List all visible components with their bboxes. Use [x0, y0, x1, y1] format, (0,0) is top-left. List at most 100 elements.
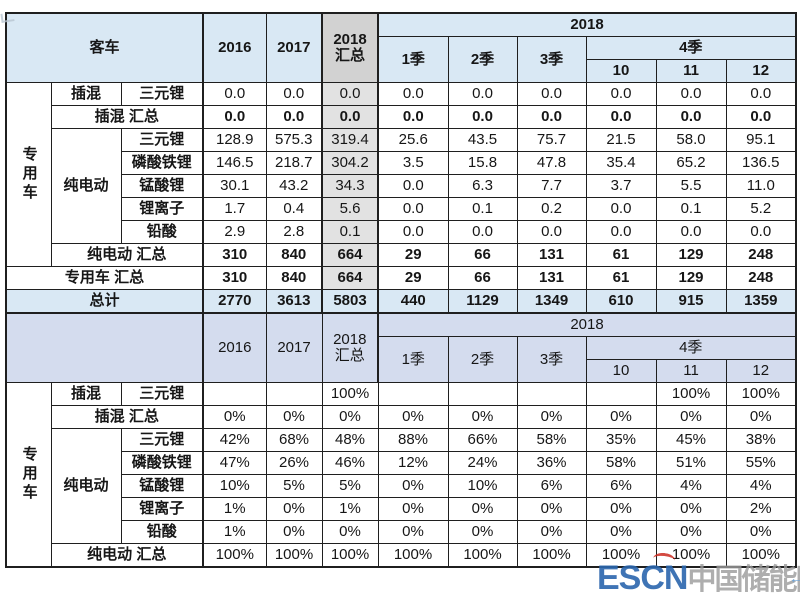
value-cell: 0.0 [516, 105, 587, 129]
battery-label: 三元锂 [120, 82, 205, 106]
value-cell: 61 [585, 266, 657, 290]
value-cell: 0% [377, 405, 449, 429]
value-cell: 0.0 [202, 105, 267, 129]
value-cell: 48% [321, 428, 379, 452]
value-cell: 1.7 [202, 197, 267, 221]
value-cell: 664 [321, 266, 380, 290]
group-label: 纯电动 [50, 428, 122, 544]
summary-label: 插混 汇总 [50, 105, 205, 129]
month-header: 12 [725, 359, 797, 383]
value-cell: 0% [516, 520, 587, 544]
value-cell [202, 382, 267, 406]
value-cell: 3.5 [377, 151, 449, 175]
value-cell: 0.0 [321, 82, 380, 106]
value-cell: 5803 [321, 289, 380, 314]
value-cell: 0.0 [725, 105, 797, 129]
value-cell: 0.0 [321, 105, 380, 129]
value-cell: 30.1 [202, 174, 267, 198]
value-cell: 100% [202, 543, 267, 568]
table-row: 锰酸锂 10% 5% 5% 0% 10% 6% 6% 4% 4% [6, 474, 797, 498]
month-header: 10 [585, 59, 657, 83]
value-cell: 38% [725, 428, 797, 452]
table-row: 锂离子 1.7 0.4 5.6 0.0 0.1 0.2 0.0 0.1 5.2 [6, 197, 797, 221]
value-cell: 5.6 [321, 197, 380, 221]
value-cell: 100% [655, 382, 727, 406]
value-cell: 131 [516, 243, 587, 267]
value-cell: 26% [265, 451, 323, 475]
table-row: 插混 汇总 0.0 0.0 0.0 0.0 0.0 0.0 0.0 0.0 0.0 [6, 105, 797, 129]
battery-label: 铅酸 [120, 520, 205, 544]
quarter-header: 2季 [447, 336, 518, 383]
value-cell: 0% [725, 405, 797, 429]
table-row: 纯电动 汇总 100% 100% 100% 100% 100% 100% 100% 100% 10… [6, 543, 797, 568]
value-cell: 75.7 [516, 128, 587, 152]
value-cell: 4% [725, 474, 797, 498]
table-row: 客车 2016 2017 2018 汇总 2018 [5, 12, 797, 83]
battery-label: 三元锂 [120, 428, 205, 452]
summary-label: 纯电动 汇总 [50, 243, 205, 267]
year-2017-header: 2017 [265, 312, 323, 383]
value-cell: 47% [202, 451, 267, 475]
value-cell: 0.0 [202, 82, 267, 106]
value-cell: 0% [447, 405, 518, 429]
value-cell: 47.8 [516, 151, 587, 175]
value-cell: 0% [265, 520, 323, 544]
summary-label: 纯电动 汇总 [50, 543, 205, 568]
table-row: 专用车 插混 三元锂 100% 100% 100% [5, 382, 797, 568]
value-cell: 100% [516, 543, 587, 568]
table-row: 铅酸 1% 0% 0% 0% 0% 0% 0% 0% 0% [6, 520, 797, 544]
value-cell: 2.8 [265, 220, 323, 244]
month-header: 11 [655, 359, 727, 383]
battery-label: 锰酸锂 [120, 174, 205, 198]
watermark-site-name: 中国储能网 [687, 564, 800, 596]
value-cell: 0.0 [725, 82, 797, 106]
value-cell: 5% [321, 474, 379, 498]
value-cell: 6% [585, 474, 657, 498]
value-cell: 0% [655, 497, 727, 521]
value-cell: 575.3 [265, 128, 323, 152]
value-cell: 11.0 [725, 174, 797, 198]
value-cell [516, 382, 587, 406]
value-cell: 45% [655, 428, 727, 452]
value-cell: 100% [585, 543, 657, 568]
value-cell: 0.0 [377, 197, 449, 221]
value-cell: 1% [202, 520, 267, 544]
month-header: 10 [585, 359, 657, 383]
value-cell: 100% [377, 543, 449, 568]
value-cell: 0% [265, 497, 323, 521]
value-cell: 136.5 [725, 151, 797, 175]
value-cell: 915 [655, 289, 727, 314]
value-cell: 68% [265, 428, 323, 452]
value-cell: 2770 [202, 289, 267, 314]
year-2017-header: 2017 [265, 12, 323, 83]
value-cell: 310 [202, 266, 267, 290]
value-cell: 0.1 [321, 220, 380, 244]
value-cell: 0.0 [585, 220, 657, 244]
value-cell: 131 [516, 266, 587, 290]
battery-label: 三元锂 [120, 128, 205, 152]
value-cell: 43.5 [447, 128, 518, 152]
value-cell: 218.7 [265, 151, 323, 175]
table-row: 2016 2017 2018 汇总 2018 [5, 312, 797, 383]
value-cell: 5.2 [725, 197, 797, 221]
value-cell: 1349 [516, 289, 587, 314]
value-cell: 100% [321, 543, 379, 568]
value-cell: 840 [265, 243, 323, 267]
value-cell: 0.2 [516, 197, 587, 221]
value-cell: 25.6 [377, 128, 449, 152]
value-cell: 0% [516, 405, 587, 429]
value-cell: 5.5 [655, 174, 727, 198]
table-row: 纯电动 三元锂 42% 68% 48% 88% 66% 58% 35% 45% 38% [6, 428, 797, 544]
value-cell: 24% [447, 451, 518, 475]
table-row: 铅酸 2.9 2.8 0.1 0.0 0.0 0.0 0.0 0.0 0.0 [6, 220, 797, 244]
value-cell: 43.2 [265, 174, 323, 198]
value-cell: 0.0 [265, 105, 323, 129]
value-cell: 0% [321, 520, 379, 544]
value-cell: 0.0 [585, 197, 657, 221]
value-cell: 6% [516, 474, 587, 498]
year-2018-header: 2018 [377, 12, 797, 37]
table-row: 插混 汇总 0% 0% 0% 0% 0% 0% 0% 0% 0% [6, 405, 797, 429]
value-cell: 248 [725, 243, 797, 267]
battery-label: 磷酸铁锂 [120, 151, 205, 175]
value-cell: 0.1 [447, 197, 518, 221]
